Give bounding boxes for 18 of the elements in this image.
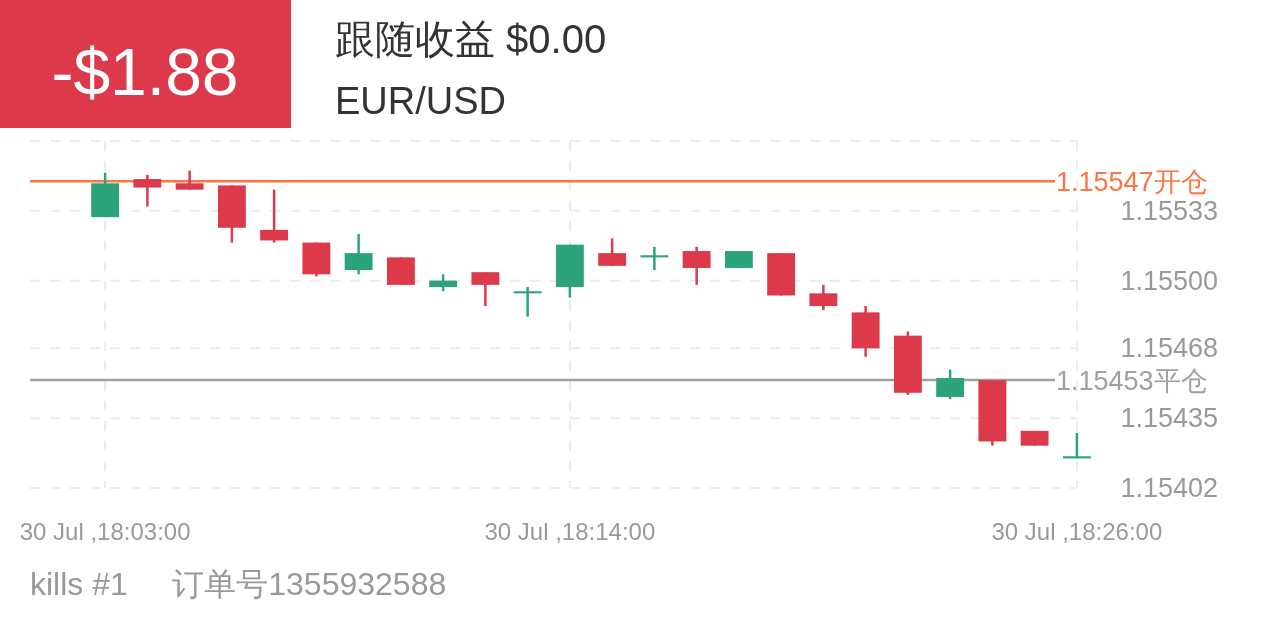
- y-tick-label: 1.15468: [1120, 333, 1218, 364]
- chart-title: EUR/USD: [335, 80, 507, 122]
- ref-line-label: 1.15453平仓: [1056, 366, 1208, 397]
- candlestick: [513, 285, 542, 318]
- x-tick-label: 30 Jul ,18:26:00: [991, 518, 1163, 545]
- x-tick-label: 30 Jul ,18:03:00: [19, 518, 191, 545]
- candlestick: [1062, 431, 1091, 460]
- y-tick-label: 1.15500: [1120, 265, 1218, 296]
- y-tick-label: 1.15435: [1120, 403, 1218, 434]
- chart-subtitle: 跟随收益 $0.00: [335, 17, 607, 61]
- y-tick-label: 1.15402: [1120, 473, 1218, 503]
- candlestick: [640, 245, 669, 272]
- text: kills #1 订单号1355932588: [30, 566, 447, 602]
- x-tick-label: 30 Jul ,18:14:00: [484, 518, 656, 545]
- candlestick: [133, 173, 162, 208]
- ref-line-label: 1.15547开仓: [1056, 167, 1208, 198]
- text: -$1.88: [51, 35, 239, 109]
- y-tick-label: 1.15533: [1120, 195, 1218, 226]
